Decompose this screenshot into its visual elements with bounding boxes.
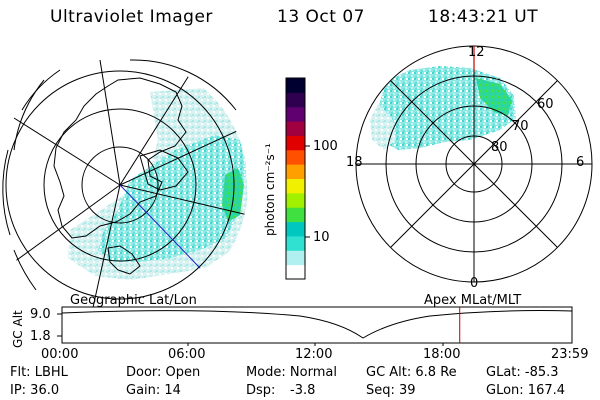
instrument-title: Ultraviolet Imager [50, 7, 213, 27]
outer-arc [129, 59, 237, 111]
colorbar-swatch [286, 264, 305, 280]
ytick-label-low: 1.8 [30, 329, 51, 344]
colorbar [285, 77, 310, 280]
ytick-label-high: 9.0 [30, 307, 51, 322]
outer-arc [13, 249, 37, 291]
sun-direction-line [119, 184, 201, 269]
mlat-label-70: 70 [512, 119, 529, 134]
magnetic-map [355, 45, 593, 283]
colorbar-swatch [286, 121, 305, 136]
seq-info: Seq: 39 [366, 383, 416, 398]
coastline-fragment [107, 245, 141, 275]
colorbar-swatch [286, 164, 305, 179]
emission-region [98, 135, 246, 262]
outer-arc [21, 69, 61, 111]
xtick-label-0000: 00:00 [41, 347, 79, 362]
meridian [9, 184, 121, 266]
colorbar-swatch [286, 178, 305, 194]
geographic-map [2, 57, 248, 313]
dsp-label: Dsp: [246, 383, 276, 398]
colorbar-swatch [286, 250, 305, 266]
colorbar-unit-label: photon cm⁻²s⁻¹ [263, 143, 277, 236]
lat-circle [81, 146, 159, 224]
ice-shelf-outline [139, 149, 189, 191]
mode-info: Mode: Normal [246, 365, 337, 380]
xtick-label-2359: 23:59 [551, 347, 589, 362]
colorbar-swatch [286, 78, 305, 93]
colorbar-swatch [286, 106, 305, 122]
altitude-ylabel: GC Alt [11, 310, 25, 348]
left-map-caption: Geographic Lat/Lon [70, 293, 197, 308]
filter-info: Flt: LBHL [10, 365, 68, 380]
coastline [53, 77, 187, 239]
plot-frame [61, 306, 573, 344]
colorbar-swatch [286, 235, 305, 251]
colorbar-swatch [286, 92, 305, 108]
emission-peak [222, 168, 244, 222]
mlt-line-diag [390, 80, 558, 248]
mlat-label-60: 60 [537, 97, 554, 112]
mlat-label-80: 80 [491, 140, 508, 155]
emission-peak [476, 78, 512, 116]
altitude-plot [57, 306, 573, 346]
glat-info: GLat: -85.3 [486, 365, 559, 380]
door-info: Door: Open [126, 365, 201, 380]
meridian [13, 117, 121, 186]
meridian [119, 124, 248, 186]
colorbar-swatch [286, 192, 305, 208]
colorbar-tick-label-100: 100 [313, 139, 338, 154]
meridian [119, 57, 201, 186]
xtick-label-1200: 12:00 [295, 347, 333, 362]
colorbar-swatch [286, 221, 305, 237]
altitude-curve [61, 310, 573, 339]
glon-info: GLon: 167.4 [486, 383, 566, 398]
meridian [99, 59, 121, 186]
xtick-label-1800: 18:00 [423, 347, 461, 362]
mlt-label-6: 6 [576, 155, 585, 170]
date-label: 13 Oct 07 [277, 7, 365, 27]
time-label: 18:43:21 UT [428, 7, 539, 27]
outer-arc [13, 79, 45, 151]
colorbar-swatch [286, 135, 305, 151]
mlt-label-18: 18 [346, 155, 363, 170]
meridian [119, 184, 248, 216]
dsp-value: -3.8 [290, 383, 316, 398]
mlt-label-0: 0 [470, 276, 479, 291]
gain-info: Gain: 14 [126, 383, 181, 398]
colorbar-tick-label-10: 10 [313, 230, 330, 245]
outer-arc [2, 149, 11, 236]
lat-circle [5, 70, 235, 300]
meridian [91, 184, 121, 313]
mlt-label-12: 12 [468, 45, 485, 60]
ip-info: IP: 36.0 [10, 383, 60, 398]
colorbar-swatch [286, 149, 305, 165]
lat-circle [43, 108, 197, 262]
right-map-caption: Apex MLat/MLT [424, 293, 522, 308]
gc-alt-info: GC Alt: 6.8 Re [366, 365, 457, 380]
colorbar-swatch [286, 207, 305, 223]
colorbar-frame [285, 77, 306, 280]
xtick-label-0600: 06:00 [168, 347, 206, 362]
